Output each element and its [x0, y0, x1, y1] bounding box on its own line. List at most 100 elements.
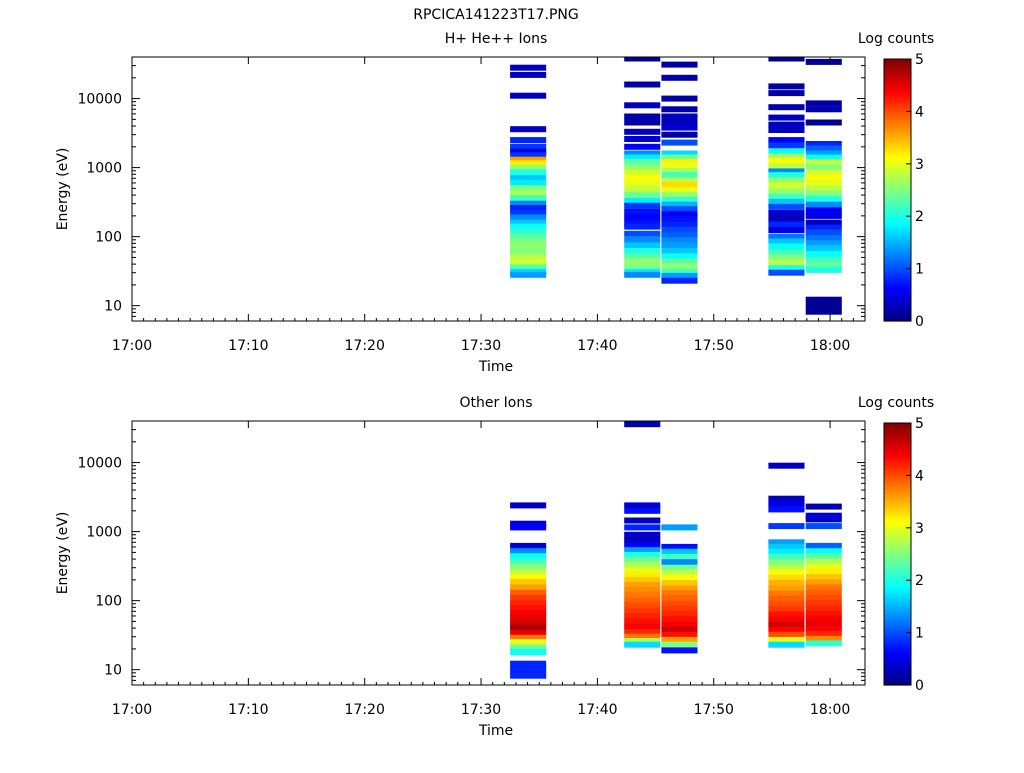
colorbar-swatch [884, 176, 911, 181]
spectrogram-bin [624, 57, 661, 62]
spectrogram-bin [661, 600, 698, 607]
spectrogram-bin [768, 104, 805, 111]
spectrogram-bin [624, 263, 661, 270]
colorbar-swatch [884, 258, 911, 262]
colorbar-swatch [884, 210, 911, 215]
colorbar-swatch [884, 100, 911, 105]
spectrogram-bin [624, 507, 661, 514]
spectrogram-bin [624, 641, 661, 648]
colorbar-swatch [884, 574, 911, 579]
spectrogram-bin [805, 262, 842, 269]
spectrogram-bin [624, 159, 661, 166]
spectrogram-bin [661, 595, 698, 602]
x-tick-label: 17:20 [345, 702, 385, 718]
spectrogram-bin [661, 569, 698, 576]
spectrogram-bin [768, 631, 805, 638]
spectrogram-bin [768, 238, 805, 245]
spectrogram-bin [661, 611, 698, 617]
colorbar-swatch [884, 192, 911, 196]
colorbar-swatch [884, 195, 911, 199]
colorbar-swatch [884, 93, 911, 97]
spectrogram-bin [510, 660, 547, 679]
spectrogram-bin [661, 277, 698, 284]
spectrogram-bin [510, 634, 547, 641]
colorbar-swatch [884, 153, 911, 157]
spectrogram-bin [510, 520, 547, 527]
spectrogram-bin [510, 271, 547, 278]
colorbar-swatch [884, 682, 911, 686]
y-tick-label: 1000 [86, 161, 122, 177]
spectrogram-bin [768, 203, 805, 210]
colorbar-swatch [884, 441, 911, 445]
colorbar-swatch [884, 315, 911, 319]
spectrogram-bin [661, 192, 698, 199]
colorbar-tick-label: 1 [915, 262, 924, 278]
colorbar-swatch [884, 540, 911, 545]
spectrogram-bin [768, 523, 805, 530]
colorbar-swatch [884, 564, 911, 568]
spectrogram-bin [661, 163, 698, 170]
colorbar-swatch [884, 271, 911, 275]
colorbar-swatch [884, 292, 911, 296]
colorbar-swatch [884, 677, 911, 681]
spectrogram-bin [624, 602, 661, 609]
spectrogram-bin [805, 512, 842, 519]
spectrogram-bin [805, 640, 842, 647]
colorbar-swatch [884, 279, 911, 283]
colorbar-swatch [884, 478, 911, 482]
spectrogram-bin [510, 152, 547, 159]
spectrogram-bin [768, 611, 805, 618]
spectrogram-bin [661, 124, 698, 131]
colorbar-swatch [884, 538, 911, 542]
colorbar-swatch [884, 305, 911, 309]
spectrogram-bin [624, 271, 661, 278]
spectrogram-bin [768, 83, 805, 90]
spectrogram-bin [805, 159, 842, 166]
spectrogram-bin [805, 630, 842, 637]
spectrogram-bin [805, 579, 842, 586]
spectrogram-bin [510, 228, 547, 235]
x-tick-label: 17:00 [112, 338, 152, 354]
colorbar-swatch [884, 145, 911, 149]
spectrogram-bin [661, 580, 698, 586]
spectrogram-bin [624, 556, 661, 563]
spectrogram-bin [805, 516, 842, 523]
spectrogram-bin [510, 630, 547, 636]
colorbar-swatch [884, 119, 911, 123]
colorbar-swatch [884, 457, 911, 461]
spectrogram-bin [624, 202, 661, 209]
spectrogram-bin [805, 635, 842, 642]
spectrogram-bin [805, 251, 842, 257]
spectrogram-bin [805, 150, 842, 157]
spectrogram-bin [768, 157, 805, 164]
spectrogram-bin [768, 601, 805, 608]
colorbar-swatch [884, 158, 911, 162]
colorbar: 0 1 2 3 4 5 [883, 52, 924, 330]
spectrogram-bin [510, 563, 547, 570]
spectrogram-bin [661, 95, 698, 102]
colorbar-swatch [884, 307, 911, 312]
spectrogram-bin [805, 296, 842, 315]
figure-title: RPCICA141223T17.PNG [413, 7, 578, 23]
colorbar-swatch [884, 216, 911, 220]
spectrogram-bin [805, 106, 842, 113]
colorbar-swatch [884, 622, 911, 626]
spectrogram-bin [768, 193, 805, 200]
spectrogram-bin [805, 219, 842, 226]
colorbar-swatch [884, 150, 911, 154]
spectrogram-bin [510, 524, 547, 531]
spectrogram-bin [510, 143, 547, 150]
spectrogram-bin [805, 141, 842, 147]
spectrogram-bin [624, 607, 661, 614]
colorbar-swatch [884, 184, 911, 188]
spectrogram-bin [661, 574, 698, 581]
spectrogram-bin [661, 216, 698, 222]
spectrogram-bin [510, 238, 547, 245]
colorbar-swatch [884, 470, 911, 474]
spectrogram-bin [510, 210, 547, 216]
spectrogram-bin [805, 600, 842, 607]
colorbar-swatch [884, 546, 911, 550]
spectrogram-bin [510, 244, 547, 251]
colorbar-swatch [884, 569, 911, 573]
